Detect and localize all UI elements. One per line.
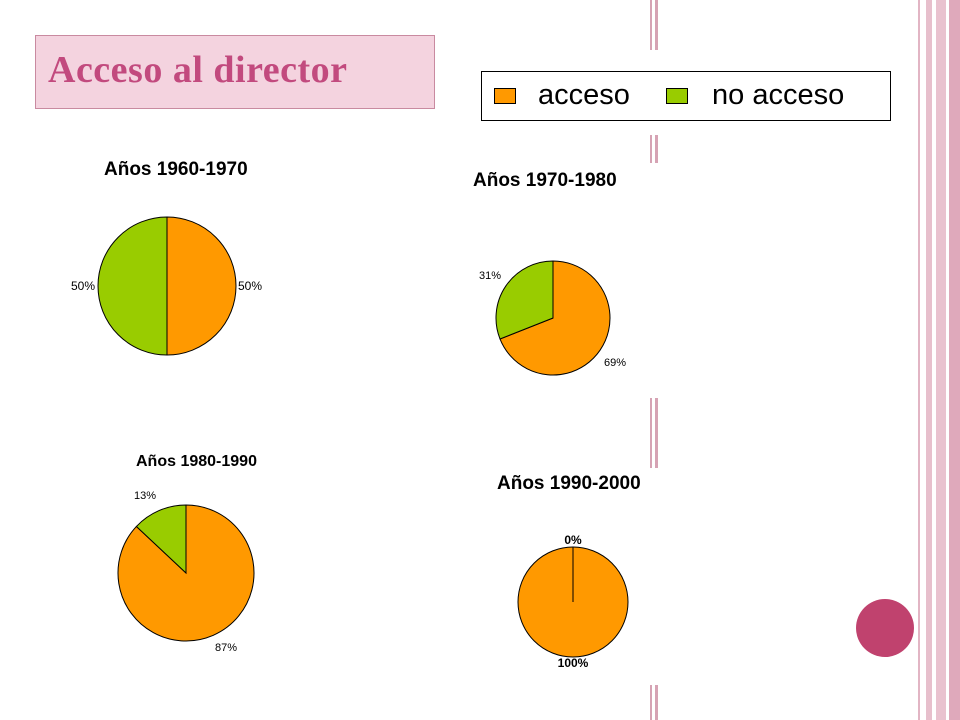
pie-label-0-1: 50% — [71, 279, 95, 293]
decorative-stripe-right — [918, 0, 960, 720]
pie-label-3-0: 100% — [558, 656, 589, 670]
pie-label-0-0: 50% — [238, 279, 262, 293]
pie-slice-0-acceso — [166, 216, 237, 356]
pie-slice-1-no-acceso — [495, 260, 554, 340]
slide-title-box: Acceso al director — [35, 35, 435, 109]
legend-label-acceso: acceso — [538, 79, 630, 111]
chart-title-1980-1990: Años 1980-1990 — [136, 453, 257, 470]
pie-slice-0-no-acceso — [97, 216, 168, 356]
pie-label-1-0: 69% — [604, 357, 626, 369]
chart-title-1960-1970: Años 1960-1970 — [104, 159, 248, 180]
pie-label-3-1: 0% — [564, 533, 582, 547]
legend-swatch-acceso — [494, 88, 516, 104]
legend: acceso no acceso — [481, 71, 891, 121]
pie-label-1-1: 31% — [479, 270, 501, 282]
pie-label-2-1: 13% — [134, 490, 156, 502]
legend-label-no-acceso: no acceso — [712, 79, 845, 111]
chart-title-1970-1980: Años 1970-1980 — [473, 170, 617, 191]
legend-swatch-no-acceso — [666, 88, 688, 104]
chart-title-1990-2000: Años 1990-2000 — [497, 473, 641, 494]
slide-title: Acceso al director — [48, 49, 348, 91]
pie-slice-1-acceso — [499, 260, 611, 376]
pie-label-2-0: 87% — [215, 642, 237, 654]
pie-slice-2-no-acceso — [135, 504, 187, 575]
decorative-stripe-center — [650, 0, 658, 720]
decorative-circle — [856, 599, 914, 657]
